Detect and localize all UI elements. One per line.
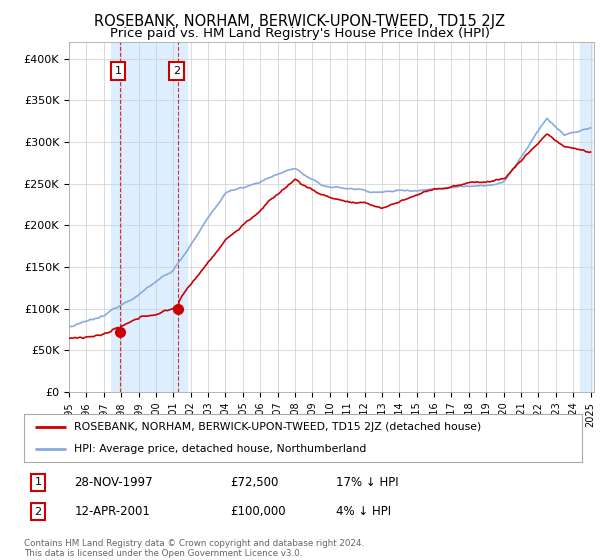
Bar bbox=[580, 42, 592, 392]
Text: £72,500: £72,500 bbox=[230, 475, 279, 489]
Text: 12-APR-2001: 12-APR-2001 bbox=[74, 505, 150, 519]
Text: 1: 1 bbox=[34, 477, 41, 487]
Text: Price paid vs. HM Land Registry's House Price Index (HPI): Price paid vs. HM Land Registry's House … bbox=[110, 27, 490, 40]
Text: 2: 2 bbox=[173, 66, 180, 76]
Text: Contains HM Land Registry data © Crown copyright and database right 2024.
This d: Contains HM Land Registry data © Crown c… bbox=[24, 539, 364, 558]
Text: £100,000: £100,000 bbox=[230, 505, 286, 519]
Text: 2: 2 bbox=[34, 507, 41, 517]
Bar bbox=[111, 42, 187, 392]
Text: ROSEBANK, NORHAM, BERWICK-UPON-TWEED, TD15 2JZ: ROSEBANK, NORHAM, BERWICK-UPON-TWEED, TD… bbox=[94, 14, 506, 29]
Text: 17% ↓ HPI: 17% ↓ HPI bbox=[337, 475, 399, 489]
Text: 1: 1 bbox=[115, 66, 122, 76]
Text: ROSEBANK, NORHAM, BERWICK-UPON-TWEED, TD15 2JZ (detached house): ROSEBANK, NORHAM, BERWICK-UPON-TWEED, TD… bbox=[74, 422, 481, 432]
Text: HPI: Average price, detached house, Northumberland: HPI: Average price, detached house, Nort… bbox=[74, 444, 367, 454]
Text: 4% ↓ HPI: 4% ↓ HPI bbox=[337, 505, 392, 519]
Text: 28-NOV-1997: 28-NOV-1997 bbox=[74, 475, 153, 489]
